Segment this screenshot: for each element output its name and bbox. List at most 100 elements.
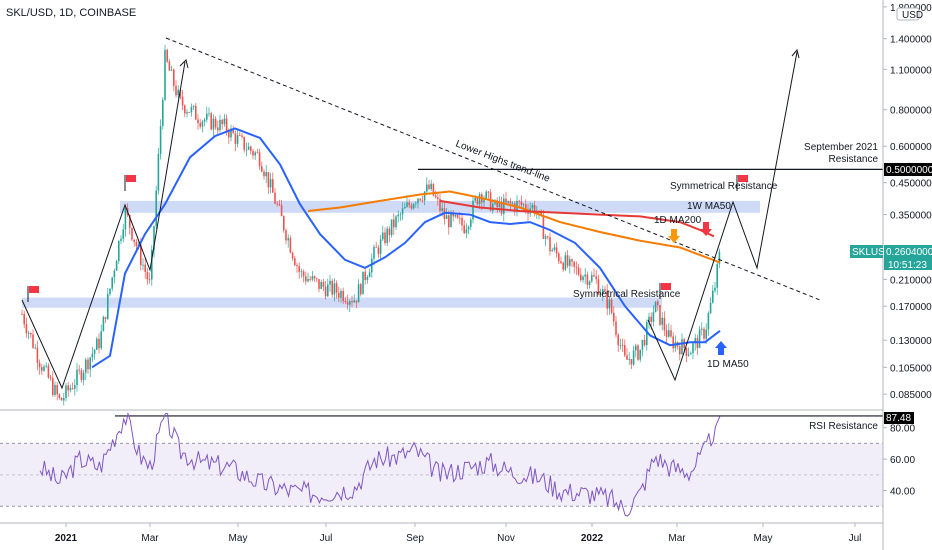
candle-body (74, 385, 76, 389)
candle-body (617, 334, 619, 346)
candle-body (96, 338, 98, 350)
candle-body (624, 345, 626, 356)
price-tick-label: 1.10000000 (890, 65, 932, 76)
candle-body (562, 263, 564, 270)
flag-icon (738, 175, 748, 182)
candle-body (366, 276, 369, 281)
candle-body (351, 301, 353, 303)
candle-body (577, 267, 580, 275)
candle-body (239, 135, 241, 136)
candle-body (52, 378, 54, 395)
candle-body (463, 225, 465, 234)
candle-body (87, 359, 89, 370)
fractal-path-2 (647, 51, 798, 382)
candle-body (175, 85, 177, 96)
candle-body (430, 183, 432, 190)
candle-body (507, 200, 509, 203)
price-axis[interactable]: 1.800000001.400000001.100000000.80000000… (883, 3, 932, 401)
candle-body (604, 289, 606, 291)
rsi-value-tag-label: 87.48 (886, 413, 911, 424)
flag-icon (29, 286, 39, 293)
currency-badge[interactable] (896, 7, 920, 21)
candle-body (520, 201, 523, 206)
time-tick-label: Mar (141, 533, 159, 544)
candle-body (190, 106, 193, 113)
price-tick-label: 0.13000000 (890, 336, 932, 347)
candle-body (151, 249, 153, 280)
symbol-title[interactable]: SKL/USD, 1D, COINBASE (6, 7, 136, 19)
rsi-axis[interactable]: 80.00 60.00 40.00 (883, 424, 915, 498)
candle-body (60, 397, 63, 401)
candle-body (241, 135, 243, 137)
candle-body (445, 215, 448, 219)
candle-body (177, 89, 179, 96)
candle-body (76, 369, 78, 386)
candle-body (663, 317, 666, 331)
candle-body (595, 276, 597, 280)
candle-body (71, 387, 74, 389)
ma1w-line (439, 199, 715, 238)
drawings (21, 37, 883, 390)
candle-body (228, 131, 230, 138)
candle-body (173, 69, 175, 86)
candle-body (313, 276, 316, 279)
candle-body (525, 204, 527, 210)
candle-body (263, 171, 265, 177)
candle-body (635, 345, 637, 351)
time-tick-label: Jul (320, 533, 333, 544)
candle-body (434, 195, 437, 198)
candle-body (602, 289, 604, 294)
price-tick-label: 0.10500000 (890, 363, 932, 374)
candle-body (210, 113, 212, 130)
candle-body (423, 191, 426, 201)
moving-averages (91, 127, 721, 369)
time-tick-label: May (754, 533, 773, 544)
candle-body (197, 119, 199, 124)
arrow-down-icon (668, 229, 680, 243)
candle-body (36, 347, 39, 363)
candle-body (212, 118, 215, 130)
candle-body (280, 205, 283, 217)
candle-body (63, 398, 65, 401)
flag-icon (126, 175, 136, 182)
candle-body (298, 266, 300, 272)
candle-body (322, 282, 325, 287)
candle-body (219, 119, 221, 131)
ma-1w-label: 1W MA50 (687, 201, 731, 212)
candle-body (437, 197, 439, 199)
price-tick-label: 1.40000000 (890, 35, 932, 46)
candle-body (133, 239, 135, 242)
candle-body (553, 247, 556, 250)
time-axis[interactable]: 2021 Mar May Jul Sep Nov 2022 Mar May Jul (55, 523, 862, 544)
candle-body (610, 299, 613, 313)
candle-body (593, 275, 595, 277)
candle-body (327, 284, 329, 297)
candle-body (615, 321, 617, 335)
candle-body (265, 172, 267, 177)
candle-body (646, 322, 648, 346)
candle-body (181, 96, 184, 106)
symbol-price-tag-label: SKLUSD (852, 247, 892, 258)
candle-body (287, 238, 289, 241)
candle-body (701, 328, 703, 330)
candle-body (234, 133, 237, 144)
candle-body (419, 198, 421, 201)
candle-body (393, 219, 395, 228)
candle-body (27, 332, 30, 334)
fractal-path-1 (21, 61, 186, 390)
symbol-price-tag: SKLUSD 0.26040000 10:51:23 (850, 245, 932, 271)
candle-body (421, 200, 424, 202)
candle-body (201, 121, 204, 127)
candle-body (111, 277, 113, 289)
candle-body (115, 261, 118, 271)
candle-body (104, 316, 107, 319)
candle-body (140, 244, 142, 266)
candle-body (107, 294, 109, 319)
candle-body (668, 330, 670, 337)
candle-body (718, 251, 721, 264)
arrowhead-icon (179, 59, 189, 69)
candle-body (311, 276, 314, 280)
candle-body (390, 219, 393, 236)
candle-body (487, 191, 490, 193)
candle-body (98, 338, 100, 349)
